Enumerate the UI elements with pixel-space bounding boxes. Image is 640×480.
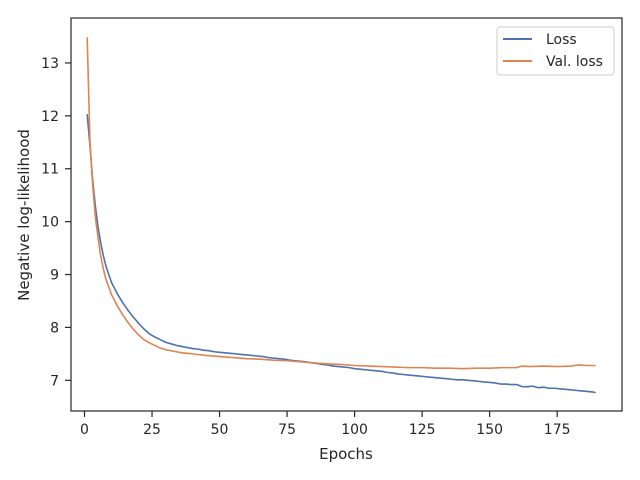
x-tick-label: 175 (544, 422, 571, 438)
y-tick-label: 7 (50, 373, 59, 389)
plot-layer (86, 37, 596, 394)
legend-label-val-loss: Val. loss (546, 54, 603, 70)
legend: Loss Val. loss (496, 26, 615, 76)
x-tick-label: 150 (476, 422, 503, 438)
series-line-val-loss (86, 37, 596, 370)
y-tick-label: 9 (50, 268, 59, 284)
y-axis-label: Negative log-likelihood (15, 129, 33, 301)
y-tick-label: 10 (41, 215, 59, 231)
x-axis-label: Epochs (319, 445, 373, 463)
y-tick-label: 12 (41, 109, 59, 125)
x-tick-label: 125 (409, 422, 436, 438)
x-tick-label: 0 (80, 422, 89, 438)
legend-label-loss: Loss (546, 32, 577, 48)
x-tick-label: 75 (278, 422, 296, 438)
y-tick-label: 11 (41, 162, 59, 178)
plot-frame (70, 17, 623, 412)
series-line-loss (86, 114, 596, 394)
x-tick-label: 100 (341, 422, 368, 438)
axes-layer: 0 25 50 75 100 125 150 175 7 8 9 10 11 12 13 (41, 17, 623, 438)
y-tick-label: 13 (41, 56, 59, 72)
y-tick-label: 8 (50, 320, 59, 336)
x-tick-label: 25 (143, 422, 161, 438)
x-tick-label: 50 (211, 422, 229, 438)
